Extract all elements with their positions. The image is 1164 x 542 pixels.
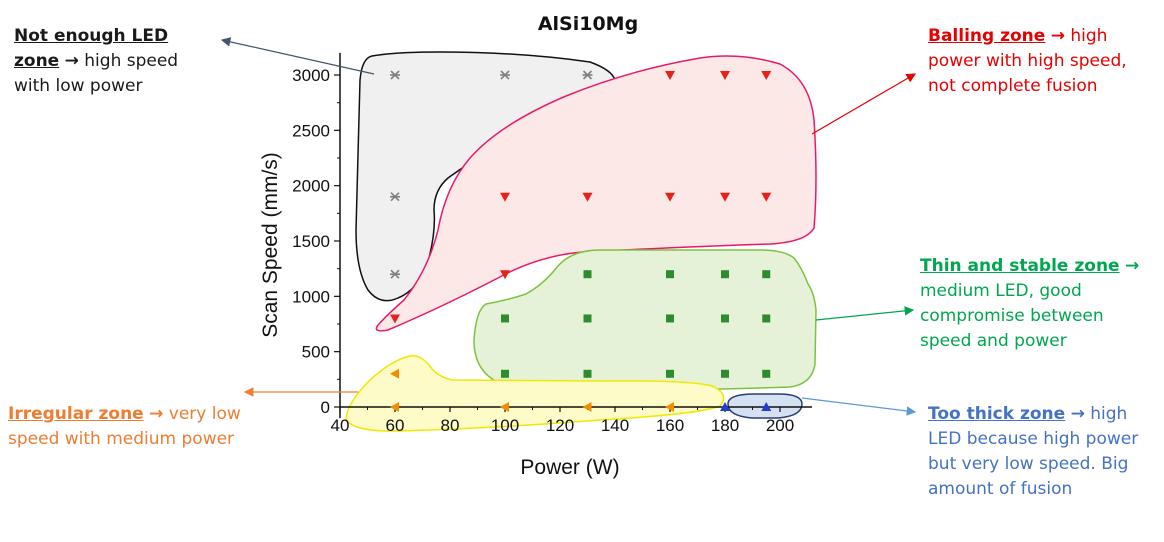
right-arrow-icon: → [1070,404,1085,424]
x-tick-label: 140 [601,416,629,435]
data-point-square [762,314,771,323]
arrow-not-enough-led [220,37,375,75]
data-point-triangle-down [720,192,730,202]
data-point-triangle-down [665,192,675,202]
annotation-body: medium LED, good compromise between spee… [920,281,1104,351]
data-point-square [721,270,729,279]
data-point-triangle-down [761,71,772,80]
right-arrow-icon: → [1050,26,1065,46]
data-markers [390,70,772,412]
y-tick-label: 3000 [292,66,330,85]
annotation-body: very low speed with medium power [8,404,241,449]
data-point-x-marker [390,192,400,202]
zone-irregular [345,354,725,432]
data-point-triangle-left [582,402,592,412]
annotation-head: Too thick zone [928,404,1066,424]
data-point-triangle-left [390,368,399,379]
y-tick-label: 0 [321,398,330,417]
data-point-x-marker [500,70,510,80]
data-point-square [762,270,771,279]
annotation-thin-and-stable: Thin and stable zone → medium LED, good … [920,254,1160,354]
right-arrow-icon: → [149,404,164,424]
data-point-square [583,369,592,378]
data-point-triangle-down [582,192,593,202]
annotation-head: Balling zone [928,26,1046,46]
x-ticks: 40 60 80 100 120 140 160 180 200 [331,407,794,435]
data-point-triangle-down [500,270,510,280]
data-point-triangle-down [761,192,772,202]
arrow-too-thick [801,397,917,416]
data-point-triangle-down [500,192,510,202]
x-tick-label: 180 [711,416,739,435]
data-point-square [583,270,592,279]
annotation-body: high power with high speed, not complete… [928,26,1127,96]
x-tick-label: 160 [656,416,684,435]
annotation-head: Not enough LED zone [14,26,169,71]
arrow-thin-and-stable [815,306,915,321]
data-point-square [583,314,592,323]
annotation-too-thick: Too thick zone → high LED because high p… [928,402,1158,502]
data-point-square [666,314,674,323]
data-point-triangle-up [720,402,730,411]
data-point-triangle-down [720,71,730,80]
data-point-triangle-left [390,402,399,412]
x-tick-label: 100 [491,416,519,435]
x-tick-label: 60 [386,416,405,435]
annotation-body: high speed with low power [14,51,179,96]
y-ticks: 0 500 1000 1500 2000 2500 3000 [292,66,340,417]
y-tick-label: 1000 [292,287,330,306]
data-point-square [501,369,509,378]
annotation-body: high LED because high power but very low… [928,404,1139,499]
x-tick-label: 80 [441,416,460,435]
data-point-x-marker [582,70,593,80]
data-point-square [501,314,509,323]
y-tick-label: 2500 [292,121,330,140]
y-tick-label: 500 [302,343,330,362]
data-point-x-marker [390,70,400,80]
y-tick-label: 1500 [292,232,330,251]
annotation-balling: Balling zone → high power with high spee… [928,24,1158,99]
data-point-triangle-up [761,402,772,411]
axes [339,52,812,419]
annotation-not-enough-led: Not enough LED zone → high speed with lo… [14,24,214,99]
data-point-square [666,270,674,279]
chart-title: AlSi10Mg [538,13,638,35]
annotation-head: Irregular zone [8,404,144,424]
annotation-irregular: Irregular zone → very low speed with med… [8,402,278,452]
x-tick-label: 120 [546,416,574,435]
data-point-x-marker [390,269,400,279]
x-tick-label: 40 [331,416,350,435]
data-point-square [721,369,729,378]
data-point-triangle-down [390,314,400,324]
right-arrow-icon: → [1124,256,1140,276]
annotation-head: Thin and stable zone [920,256,1120,276]
data-point-triangle-down [665,71,675,80]
x-tick-label: 200 [766,416,794,435]
y-tick-label: 2000 [292,177,330,196]
arrow-balling [811,73,917,135]
data-point-square [666,369,674,378]
data-point-triangle-left [665,402,674,412]
right-arrow-icon: → [64,51,79,71]
x-axis-label: Power (W) [520,456,619,479]
data-point-square [762,369,771,378]
y-axis-label: Scan Speed (mm/s) [259,152,282,338]
data-point-square [721,314,729,323]
data-point-triangle-left [500,402,509,412]
